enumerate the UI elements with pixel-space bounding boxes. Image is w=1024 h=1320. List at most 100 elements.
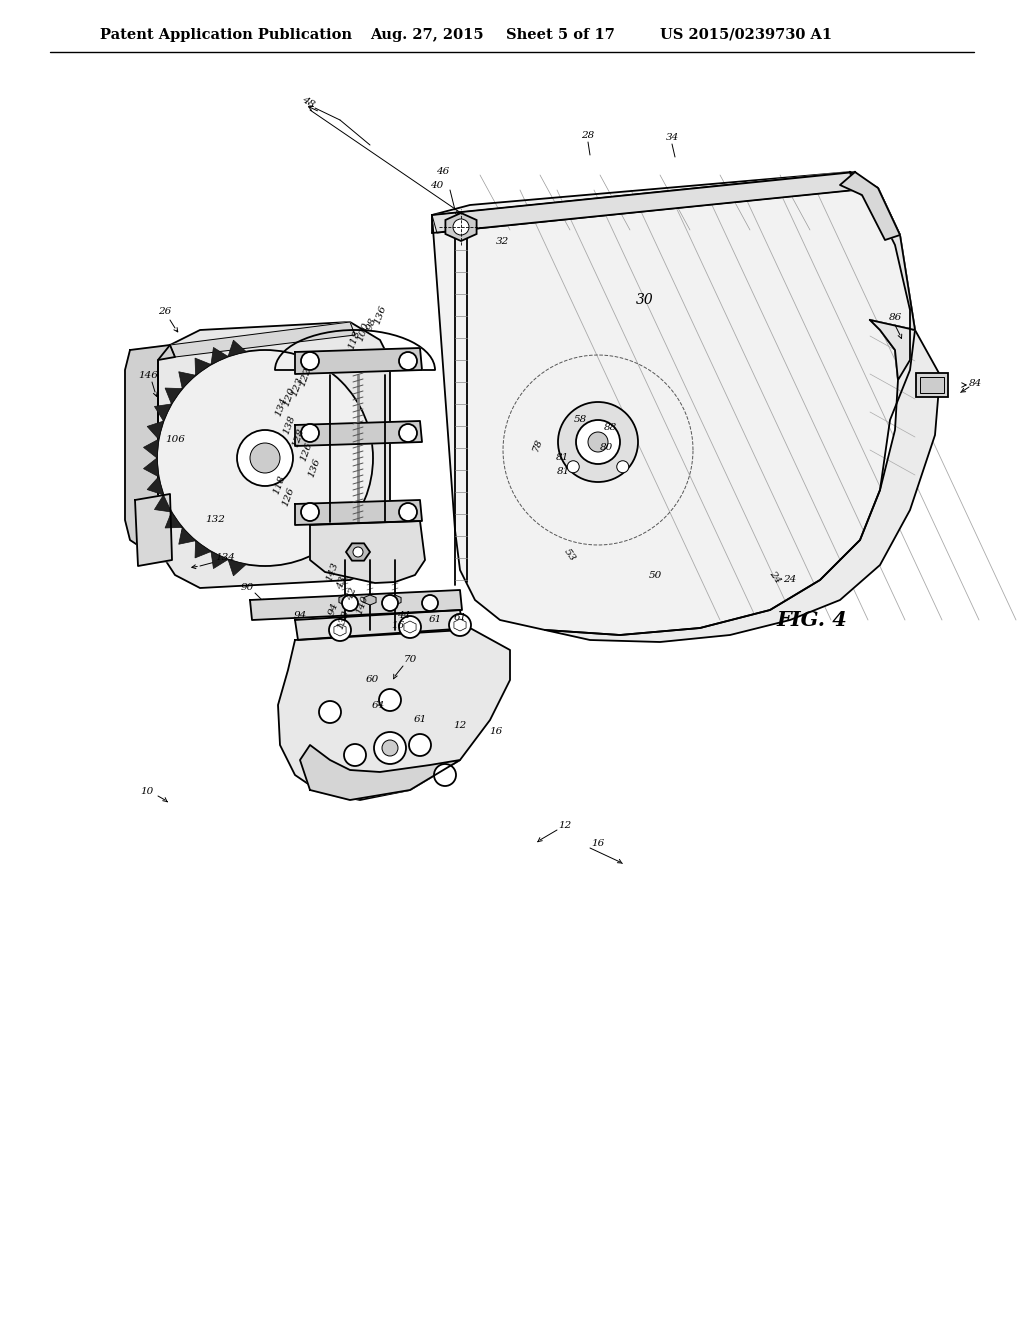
Text: 61: 61	[428, 615, 441, 624]
Text: 12: 12	[558, 821, 571, 829]
Text: 50: 50	[648, 570, 662, 579]
Text: 48: 48	[300, 95, 316, 110]
Circle shape	[422, 595, 438, 611]
Text: 120: 120	[282, 387, 297, 408]
Text: 16: 16	[391, 622, 404, 631]
Polygon shape	[179, 528, 196, 544]
Circle shape	[250, 444, 280, 473]
Text: 136: 136	[373, 304, 388, 326]
Text: 84: 84	[969, 379, 982, 388]
Text: 100: 100	[355, 321, 371, 343]
Text: 122: 122	[297, 366, 312, 388]
Text: 60: 60	[366, 676, 379, 685]
Text: 132: 132	[205, 516, 225, 524]
Circle shape	[434, 764, 456, 785]
Text: Sheet 5 of 17: Sheet 5 of 17	[506, 28, 614, 42]
Text: 94: 94	[293, 610, 306, 619]
Polygon shape	[432, 172, 915, 635]
Circle shape	[558, 403, 638, 482]
Polygon shape	[545, 319, 940, 642]
Polygon shape	[211, 347, 228, 364]
Polygon shape	[346, 544, 370, 561]
Polygon shape	[295, 421, 422, 446]
Text: 16: 16	[592, 838, 604, 847]
Polygon shape	[211, 552, 228, 569]
Polygon shape	[155, 495, 171, 512]
Text: 43: 43	[336, 576, 348, 591]
Polygon shape	[364, 595, 376, 605]
Polygon shape	[195, 358, 211, 375]
FancyBboxPatch shape	[916, 374, 948, 397]
Text: 118: 118	[271, 474, 287, 496]
Polygon shape	[135, 494, 172, 566]
Circle shape	[374, 733, 406, 764]
Polygon shape	[165, 512, 182, 528]
Polygon shape	[850, 172, 915, 380]
Circle shape	[399, 352, 417, 370]
Text: 58: 58	[573, 416, 587, 425]
Text: 86: 86	[889, 314, 901, 322]
Text: 134: 134	[215, 553, 234, 562]
Text: 138: 138	[282, 414, 297, 436]
Polygon shape	[278, 628, 510, 800]
Circle shape	[157, 350, 373, 566]
Polygon shape	[228, 341, 246, 356]
Circle shape	[382, 741, 398, 756]
Polygon shape	[147, 421, 164, 440]
Polygon shape	[170, 322, 355, 356]
Text: 26: 26	[159, 308, 172, 317]
Text: 106: 106	[165, 436, 185, 445]
Text: 94: 94	[328, 601, 341, 616]
Circle shape	[616, 461, 629, 473]
Circle shape	[399, 424, 417, 442]
Text: 34: 34	[666, 132, 679, 141]
Text: 64: 64	[372, 701, 385, 710]
Text: 30: 30	[636, 293, 654, 308]
Text: 143: 143	[325, 561, 340, 583]
Text: 126: 126	[281, 486, 296, 508]
Text: 138: 138	[336, 609, 350, 631]
Circle shape	[399, 616, 421, 638]
Text: 128: 128	[291, 428, 305, 449]
Text: 146: 146	[138, 371, 158, 380]
Text: 61: 61	[414, 715, 427, 725]
Text: 40: 40	[430, 181, 443, 190]
Text: US 2015/0239730 A1: US 2015/0239730 A1	[660, 28, 833, 42]
Polygon shape	[300, 744, 460, 800]
Text: 90: 90	[241, 582, 254, 591]
Circle shape	[342, 595, 358, 611]
Text: 98: 98	[366, 317, 379, 331]
Circle shape	[449, 614, 471, 636]
Circle shape	[329, 619, 351, 642]
Text: 24: 24	[768, 569, 782, 585]
Polygon shape	[295, 348, 422, 374]
Circle shape	[344, 744, 366, 766]
Polygon shape	[179, 372, 196, 388]
Circle shape	[237, 430, 293, 486]
Circle shape	[575, 420, 620, 465]
Text: 46: 46	[436, 168, 450, 177]
Circle shape	[301, 424, 319, 442]
Polygon shape	[158, 322, 390, 587]
Text: 140: 140	[354, 594, 370, 616]
Text: 78: 78	[531, 437, 545, 453]
Text: 53: 53	[562, 546, 578, 564]
Text: 42: 42	[345, 586, 358, 602]
Text: FIG. 4: FIG. 4	[776, 610, 848, 630]
Text: Patent Application Publication: Patent Application Publication	[100, 28, 352, 42]
Circle shape	[353, 546, 362, 557]
Polygon shape	[445, 213, 476, 242]
Polygon shape	[310, 521, 425, 583]
Polygon shape	[143, 440, 159, 458]
FancyBboxPatch shape	[920, 378, 944, 393]
Text: 70: 70	[403, 656, 417, 664]
Polygon shape	[125, 345, 175, 558]
Text: 16: 16	[489, 727, 503, 737]
Polygon shape	[295, 610, 463, 640]
Polygon shape	[389, 595, 401, 605]
Text: 10: 10	[140, 788, 154, 796]
Circle shape	[453, 219, 469, 235]
Text: 61: 61	[454, 612, 467, 622]
Circle shape	[301, 503, 319, 521]
Text: 81: 81	[556, 467, 569, 477]
